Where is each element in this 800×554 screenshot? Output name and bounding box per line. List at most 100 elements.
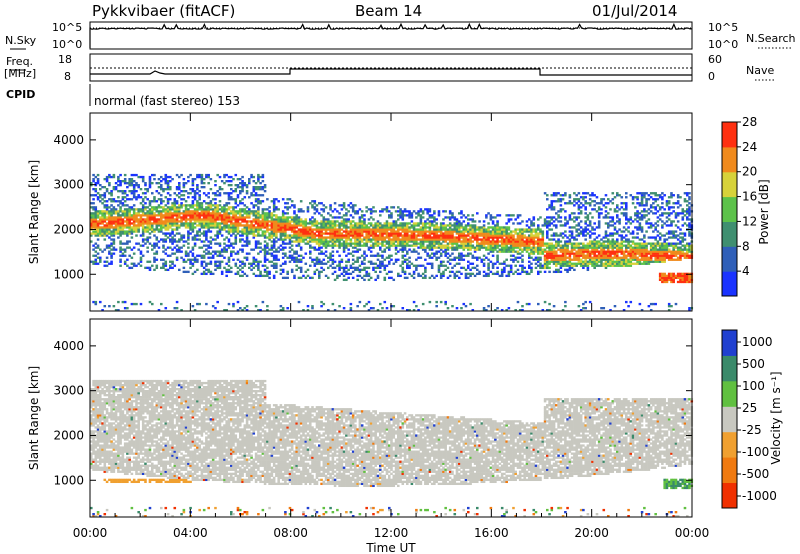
data-cell — [406, 226, 409, 229]
data-cell — [293, 234, 296, 237]
data-cell — [121, 212, 125, 215]
data-cell — [117, 218, 120, 221]
data-cell — [286, 208, 289, 211]
data-cell — [376, 258, 380, 261]
data-cell — [225, 230, 228, 233]
data-cell — [410, 240, 414, 243]
data-cell — [435, 228, 438, 231]
data-cell — [358, 244, 362, 247]
data-cell — [376, 236, 380, 239]
data-cell — [130, 190, 134, 193]
data-cell — [482, 234, 486, 237]
data-cell — [550, 252, 554, 255]
data-cell — [225, 224, 228, 227]
data-cell — [401, 230, 405, 233]
data-cell — [130, 214, 134, 217]
data-cell — [602, 198, 606, 201]
data-cell — [593, 242, 596, 245]
data-cell — [496, 230, 499, 233]
data-cell — [451, 214, 454, 217]
data-cell — [399, 238, 402, 241]
data-cell — [205, 206, 208, 209]
data-cell — [121, 204, 125, 207]
data-cell — [505, 238, 508, 241]
data-cell — [162, 222, 165, 225]
data-cell — [505, 309, 508, 312]
data-cell — [485, 274, 488, 278]
data-cell — [385, 210, 389, 213]
data-cell — [196, 216, 199, 219]
data-cell — [593, 246, 596, 249]
data-cell — [433, 224, 436, 227]
data-cell — [309, 256, 312, 259]
data-cell — [318, 236, 321, 239]
data-cell — [254, 226, 258, 229]
data-cell — [464, 272, 468, 276]
data-cell — [397, 230, 400, 233]
data-cell — [417, 234, 420, 237]
data-cell — [568, 260, 572, 263]
data-cell — [412, 234, 416, 237]
data-cell — [92, 222, 95, 225]
data-cell — [458, 254, 461, 257]
data-cell — [340, 242, 344, 245]
data-cell — [548, 220, 551, 223]
data-cell — [537, 240, 540, 243]
data-cell — [390, 228, 393, 231]
data-cell — [252, 272, 256, 276]
data-cell — [220, 220, 224, 223]
data-cell — [223, 192, 226, 195]
data-cell — [379, 254, 382, 257]
data-cell — [471, 309, 475, 312]
data-cell — [588, 242, 592, 245]
data-cell — [356, 212, 359, 215]
data-cell — [588, 204, 592, 207]
data-cell — [117, 178, 120, 181]
data-cell — [126, 222, 129, 225]
data-cell — [322, 262, 326, 265]
data-cell — [121, 242, 125, 245]
data-cell — [302, 234, 305, 237]
data-cell — [220, 234, 224, 237]
data-cell — [313, 224, 317, 227]
data-cell — [597, 216, 601, 219]
data-cell — [503, 232, 506, 235]
data-cell — [272, 202, 276, 205]
data-cell — [412, 270, 416, 274]
data-cell — [193, 220, 197, 223]
data-cell — [261, 232, 265, 235]
data-cell — [263, 250, 267, 253]
data-cell — [331, 258, 335, 261]
data-cell — [119, 226, 122, 229]
data-cell — [467, 248, 470, 251]
data-cell — [169, 226, 172, 229]
data-cell — [209, 216, 213, 219]
data-cell — [534, 248, 538, 251]
data-cell — [439, 260, 443, 263]
data-cell — [239, 200, 242, 203]
data-cell — [96, 262, 100, 265]
data-cell — [485, 256, 488, 259]
data-cell — [184, 224, 188, 227]
data-cell — [178, 220, 181, 223]
data-cell — [191, 190, 195, 193]
data-cell — [92, 173, 95, 177]
data-cell — [575, 228, 578, 231]
data-cell — [530, 232, 533, 235]
data-cell — [160, 214, 163, 217]
data-cell — [577, 234, 581, 237]
data-cell — [128, 220, 131, 223]
data-cell — [257, 202, 260, 205]
data-cell — [430, 236, 434, 239]
data-cell — [234, 236, 238, 239]
data-cell — [105, 234, 109, 237]
data-cell — [448, 242, 452, 245]
data-cell — [390, 232, 393, 235]
data-cell — [555, 242, 558, 245]
data-cell — [175, 210, 179, 213]
data-cell — [577, 256, 581, 259]
data-cell — [539, 252, 542, 255]
data-cell — [155, 206, 159, 209]
data-cell — [406, 240, 409, 243]
data-cell — [239, 202, 242, 205]
